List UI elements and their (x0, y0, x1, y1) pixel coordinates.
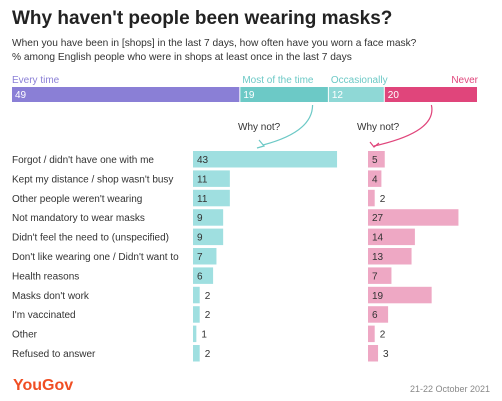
value-left-row-1: 11 (197, 174, 208, 185)
bar-right-row-1 (368, 170, 382, 187)
bar-left-row-3 (193, 209, 224, 226)
value-left-row-9: 1 (201, 330, 207, 341)
bar-right-row-10 (368, 345, 379, 362)
why-not-label-right: Why not? (357, 122, 400, 133)
value-right-row-6: 7 (372, 271, 378, 282)
bar-right-row-0 (368, 151, 385, 168)
value-right-row-8: 6 (372, 310, 378, 321)
stacked-label-never: Never (451, 75, 478, 86)
why-not-arrow-left (262, 104, 314, 146)
stacked-segment-every-time (12, 87, 240, 102)
stacked-value-occasionally: 12 (332, 90, 344, 101)
stacked-segment-most-of-the-time (240, 87, 328, 102)
yougov-logo: YouGov (13, 377, 74, 394)
value-left-row-10: 2 (205, 349, 211, 360)
why-not-arrowhead-left (256, 139, 266, 149)
stacked-value-never: 20 (388, 90, 400, 101)
bar-right-row-4 (368, 228, 415, 246)
category-label-row-8: I'm vaccinated (12, 310, 76, 321)
bar-right-row-8 (368, 306, 389, 323)
chart-title: Why haven't people been wearing masks? (12, 8, 393, 29)
stacked-label-most-of-the-time: Most of the time (242, 75, 314, 86)
why-not-label-left: Why not? (238, 122, 281, 133)
chart-subtitle-base: % among English people who were in shops… (12, 52, 352, 63)
bar-left-row-7 (193, 286, 200, 304)
category-label-row-2: Other people weren't wearing (12, 194, 142, 205)
bar-right-row-3 (368, 209, 459, 226)
category-label-row-0: Forgot / didn't have one with me (12, 155, 154, 166)
bar-right-row-5 (368, 248, 412, 265)
fieldwork-date: 21-22 October 2021 (409, 384, 490, 394)
bar-right-row-6 (368, 267, 392, 284)
category-label-row-9: Other (12, 330, 38, 341)
category-label-row-5: Don't like wearing one / Didn't want to (12, 252, 179, 263)
value-left-row-7: 2 (205, 291, 211, 302)
bar-left-row-8 (193, 306, 200, 323)
category-label-row-4: Didn't feel the need to (unspecified) (12, 233, 169, 244)
value-right-row-7: 19 (372, 291, 384, 302)
bar-left-row-0 (193, 151, 338, 168)
category-label-row-1: Kept my distance / shop wasn't busy (12, 174, 173, 185)
stacked-value-every-time: 49 (15, 90, 27, 101)
category-label-row-7: Masks don't work (12, 291, 90, 302)
bar-left-row-10 (193, 345, 200, 362)
bar-left-row-6 (193, 267, 214, 284)
stacked-label-occasionally: Occasionally (331, 75, 388, 86)
value-right-row-3: 27 (372, 213, 384, 224)
value-right-row-0: 5 (372, 155, 378, 166)
value-left-row-4: 9 (197, 233, 203, 244)
stacked-segment-never (384, 87, 477, 102)
value-left-row-0: 43 (197, 155, 209, 166)
bar-left-row-9 (193, 325, 197, 343)
value-right-row-10: 3 (383, 349, 389, 360)
value-left-row-8: 2 (205, 310, 211, 321)
bar-right-row-2 (368, 189, 375, 207)
category-label-row-3: Not mandatory to wear masks (12, 213, 145, 224)
value-left-row-3: 9 (197, 213, 203, 224)
stacked-label-every-time: Every time (12, 75, 60, 86)
stacked-value-most-of-the-time: 19 (243, 90, 255, 101)
value-left-row-5: 7 (197, 252, 203, 263)
value-right-row-5: 13 (372, 252, 384, 263)
why-not-arrowhead-right (369, 141, 380, 148)
why-not-arrow-right (373, 104, 433, 147)
category-label-row-10: Refused to answer (12, 349, 96, 360)
value-left-row-2: 11 (197, 194, 208, 205)
bar-left-row-4 (193, 228, 224, 246)
bar-right-row-9 (368, 325, 375, 343)
value-right-row-1: 4 (372, 174, 378, 185)
value-right-row-4: 14 (372, 233, 384, 244)
stacked-segment-occasionally (328, 87, 384, 102)
bar-left-row-5 (193, 248, 217, 265)
bar-left-row-1 (193, 170, 230, 187)
value-right-row-9: 2 (380, 330, 386, 341)
category-label-row-6: Health reasons (12, 271, 79, 282)
bar-right-row-7 (368, 286, 432, 304)
bar-left-row-2 (193, 189, 230, 207)
value-right-row-2: 2 (380, 194, 386, 205)
chart-subtitle-question: When you have been in [shops] in the las… (12, 38, 417, 49)
value-left-row-6: 6 (197, 271, 203, 282)
